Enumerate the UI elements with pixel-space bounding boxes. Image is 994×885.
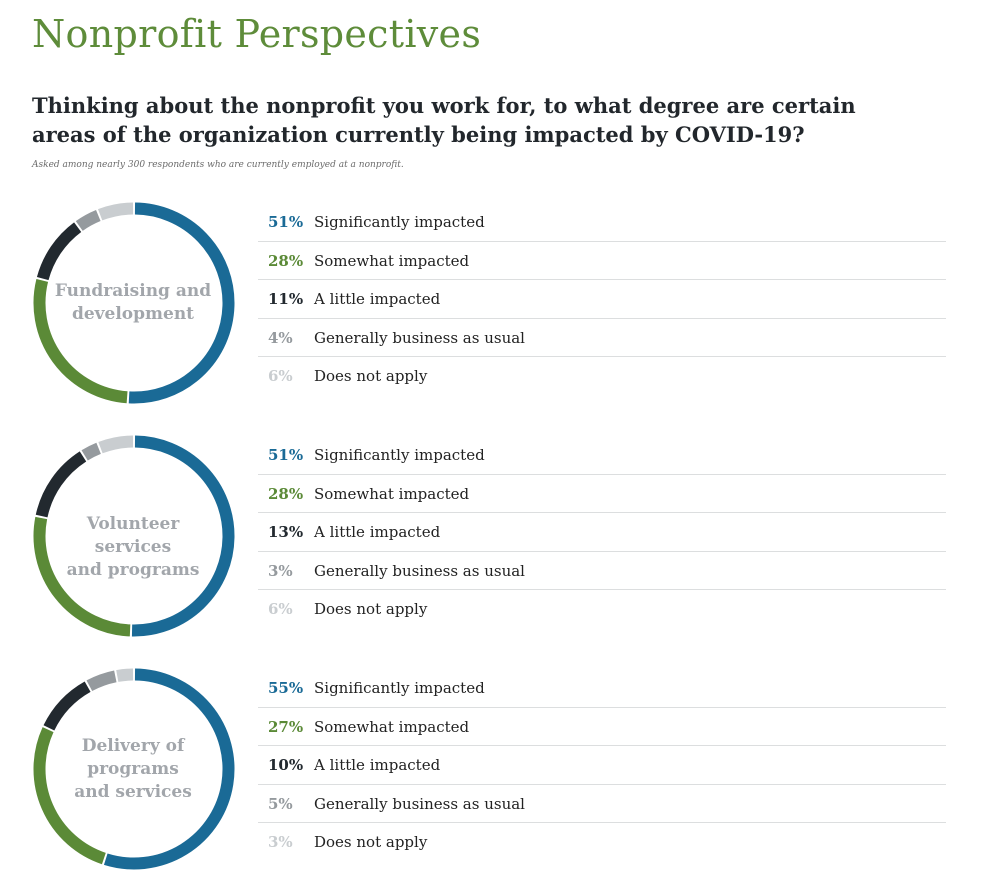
donut-segment-business-as-usual [86,670,117,692]
category-label: Significantly impacted [314,679,485,697]
donut-segment-significant [131,435,235,637]
legend-list: 51% Significantly impacted 28% Somewhat imp… [258,436,946,628]
survey-question: Thinking about the nonprofit you work fo… [32,93,856,147]
donut-center-label: Delivery of programs and services [52,735,214,804]
donut-segment-little [43,681,91,731]
value-label: 51% [268,446,304,464]
value-label: 11% [268,290,304,308]
donut-segment-somewhat [33,279,128,404]
value-label: 3% [268,561,293,580]
donut-segment-little [35,451,87,518]
category-label: Does not apply [314,600,428,618]
center-label-line: and programs [66,560,200,580]
value-label: 28% [268,484,304,503]
category-label: Generally business as usual [314,561,525,580]
legend-row: 51% Significantly impacted [258,436,946,475]
center-label-line: and services [74,781,192,802]
legend-row: 6% Does not apply [258,357,946,395]
legend-row: 13% A little impacted [258,513,946,552]
legend-row: 27% Somewhat impacted [258,708,946,746]
donut-segment-not-apply [98,435,134,454]
value-label: 10% [268,756,304,774]
donut-segment-not-apply [97,202,134,221]
category-label: Somewhat impacted [314,484,470,503]
legend-row: 28% Somewhat impacted [258,475,946,513]
value-label: 13% [268,523,304,541]
donut-segment-not-apply [116,668,134,682]
donut-segment-significant [128,202,235,404]
center-label-line: Delivery of [81,735,185,756]
value-label: 28% [268,251,304,270]
donut-segment-business-as-usual [81,442,101,461]
category-label: Somewhat impacted [314,251,470,270]
center-label-line: Fundraising and [54,281,212,301]
impact-chart-group: Volunteer services and programs 51% Signifi… [0,435,994,648]
donut-segment-business-as-usual [75,209,101,231]
legend-row: 5% Generally business as usual [258,785,946,823]
donut-chart [33,202,235,404]
legend-list: 51% Significantly impacted 28% Somewhat imp… [258,203,946,395]
legend-row: 55% Significantly impacted [258,669,946,708]
legend-row: 4% Generally business as usual [258,319,946,357]
center-label-line: programs [87,758,179,779]
category-label: Generally business as usual [314,328,525,347]
center-label-line: development [71,304,195,324]
donut-segment-somewhat [33,516,131,637]
impact-chart-group: Delivery of programs and services 55% Signif… [0,668,994,881]
donut-segment-little [36,222,82,281]
value-label: 27% [268,717,304,736]
donut-chart [33,435,235,637]
respondent-note: Asked among nearly 300 respondents who a… [32,160,404,170]
legend-row: 28% Somewhat impacted [258,242,946,280]
donut-segment-significant [103,668,235,870]
category-label: Significantly impacted [314,446,485,464]
value-label: 3% [268,833,293,851]
legend-row: 11% A little impacted [258,280,946,319]
value-label: 4% [268,328,293,347]
impact-chart-group: Fundraising and development 51% Significant… [0,202,994,415]
legend-row: 10% A little impacted [258,746,946,785]
value-label: 5% [268,794,293,813]
category-label: A little impacted [314,290,441,308]
legend-list: 55% Significantly impacted 27% Somewhat imp… [258,669,946,861]
category-label: A little impacted [314,756,441,774]
category-label: Generally business as usual [314,794,525,813]
category-label: Does not apply [314,367,428,385]
donut-center-label: Volunteer services and programs [52,513,214,582]
value-label: 51% [268,213,304,231]
value-label: 55% [268,679,304,697]
legend-row: 3% Generally business as usual [258,552,946,590]
category-label: Does not apply [314,833,428,851]
donut-segment-somewhat [33,727,106,865]
donut-center-label: Fundraising and development [52,280,214,326]
legend-row: 51% Significantly impacted [258,203,946,242]
center-label-line: Volunteer services [86,514,180,557]
donut-chart [33,668,235,870]
legend-row: 6% Does not apply [258,590,946,628]
category-label: A little impacted [314,523,441,541]
category-label: Somewhat impacted [314,717,470,736]
brand-title: Nonprofit Perspectives [32,12,482,56]
category-label: Significantly impacted [314,213,485,231]
value-label: 6% [268,367,293,385]
legend-row: 3% Does not apply [258,823,946,861]
value-label: 6% [268,600,293,618]
